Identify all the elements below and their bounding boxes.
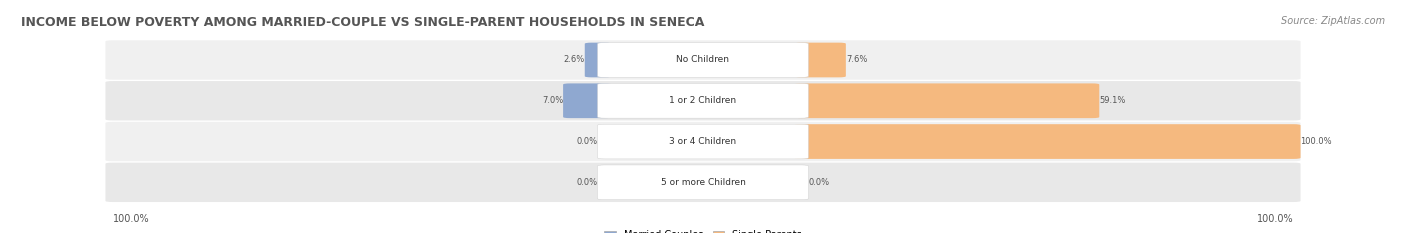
Text: 59.1%: 59.1% <box>1099 96 1126 105</box>
FancyBboxPatch shape <box>105 40 1301 80</box>
Text: 100.0%: 100.0% <box>112 214 149 224</box>
FancyBboxPatch shape <box>105 81 1301 120</box>
Text: INCOME BELOW POVERTY AMONG MARRIED-COUPLE VS SINGLE-PARENT HOUSEHOLDS IN SENECA: INCOME BELOW POVERTY AMONG MARRIED-COUPL… <box>21 16 704 29</box>
Text: Source: ZipAtlas.com: Source: ZipAtlas.com <box>1281 16 1385 26</box>
FancyBboxPatch shape <box>598 124 808 159</box>
Legend: Married Couples, Single Parents: Married Couples, Single Parents <box>605 230 801 233</box>
Text: 3 or 4 Children: 3 or 4 Children <box>669 137 737 146</box>
FancyBboxPatch shape <box>562 83 612 118</box>
FancyBboxPatch shape <box>794 43 846 77</box>
Text: 100.0%: 100.0% <box>1257 214 1294 224</box>
Text: No Children: No Children <box>676 55 730 65</box>
FancyBboxPatch shape <box>585 43 612 77</box>
FancyBboxPatch shape <box>794 124 1301 159</box>
Text: 0.0%: 0.0% <box>576 137 598 146</box>
Text: 7.0%: 7.0% <box>541 96 562 105</box>
FancyBboxPatch shape <box>598 43 808 77</box>
Text: 0.0%: 0.0% <box>576 178 598 187</box>
FancyBboxPatch shape <box>598 83 808 118</box>
FancyBboxPatch shape <box>105 163 1301 202</box>
FancyBboxPatch shape <box>598 165 808 200</box>
Text: 5 or more Children: 5 or more Children <box>661 178 745 187</box>
Text: 1 or 2 Children: 1 or 2 Children <box>669 96 737 105</box>
Text: 100.0%: 100.0% <box>1301 137 1331 146</box>
FancyBboxPatch shape <box>105 122 1301 161</box>
Text: 2.6%: 2.6% <box>564 55 585 65</box>
FancyBboxPatch shape <box>794 83 1099 118</box>
Text: 0.0%: 0.0% <box>808 178 830 187</box>
Text: 7.6%: 7.6% <box>846 55 868 65</box>
